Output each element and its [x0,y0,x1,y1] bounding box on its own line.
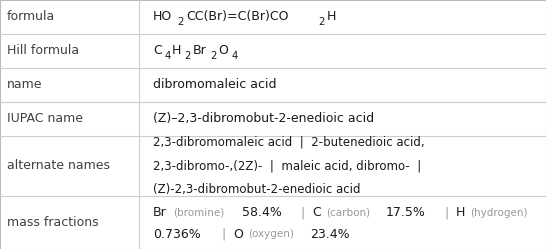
Text: 4: 4 [232,51,238,61]
Text: 2: 2 [185,51,191,61]
Text: 23.4%: 23.4% [311,228,350,241]
Text: name: name [7,78,43,91]
Text: C: C [312,206,321,219]
Text: alternate names: alternate names [7,159,110,172]
Text: C: C [153,44,162,57]
Bar [0,68,546,102]
Text: (Z)–2,3-dibromobut-2-enedioic acid: (Z)–2,3-dibromobut-2-enedioic acid [153,112,374,125]
Bar [0,34,546,68]
Text: (hydrogen): (hydrogen) [470,208,528,218]
Text: CC(Br)=C(Br)CO: CC(Br)=C(Br)CO [186,10,288,23]
Text: dibromomaleic acid: dibromomaleic acid [153,78,276,91]
Text: 58.4%: 58.4% [242,206,282,219]
Text: 2: 2 [318,17,324,27]
Text: 2,3-dibromo-,(2Z)-  |  maleic acid, dibromo-  |: 2,3-dibromo-,(2Z)- | maleic acid, dibrom… [153,159,421,172]
Text: O: O [233,228,243,241]
Text: HO: HO [153,10,172,23]
Text: (carbon): (carbon) [326,208,370,218]
Text: 2,3-dibromomaleic acid  |  2-butenedioic acid,: 2,3-dibromomaleic acid | 2-butenedioic a… [153,135,424,148]
Text: Br: Br [153,206,167,219]
Text: 4: 4 [164,51,170,61]
Bar [0,135,546,196]
Text: |: | [444,206,448,219]
Text: mass fractions: mass fractions [7,216,99,229]
Bar [0,196,546,249]
Text: H: H [327,10,336,23]
Text: Hill formula: Hill formula [7,44,79,57]
Text: |: | [221,228,225,241]
Bar [0,0,546,34]
Text: |: | [300,206,305,219]
Text: H: H [456,206,465,219]
Text: (Z)-2,3-dibromobut-2-enedioic acid: (Z)-2,3-dibromobut-2-enedioic acid [153,183,360,196]
Text: 2: 2 [210,51,217,61]
Text: O: O [218,44,228,57]
Text: IUPAC name: IUPAC name [7,112,83,125]
Text: 2: 2 [177,17,184,27]
Bar [0,102,546,135]
Text: 0.736%: 0.736% [153,228,200,241]
Text: (oxygen): (oxygen) [248,229,294,239]
Text: formula: formula [7,10,55,23]
Text: Br: Br [193,44,206,57]
Text: (bromine): (bromine) [173,208,224,218]
Text: H: H [172,44,182,57]
Text: 17.5%: 17.5% [386,206,426,219]
